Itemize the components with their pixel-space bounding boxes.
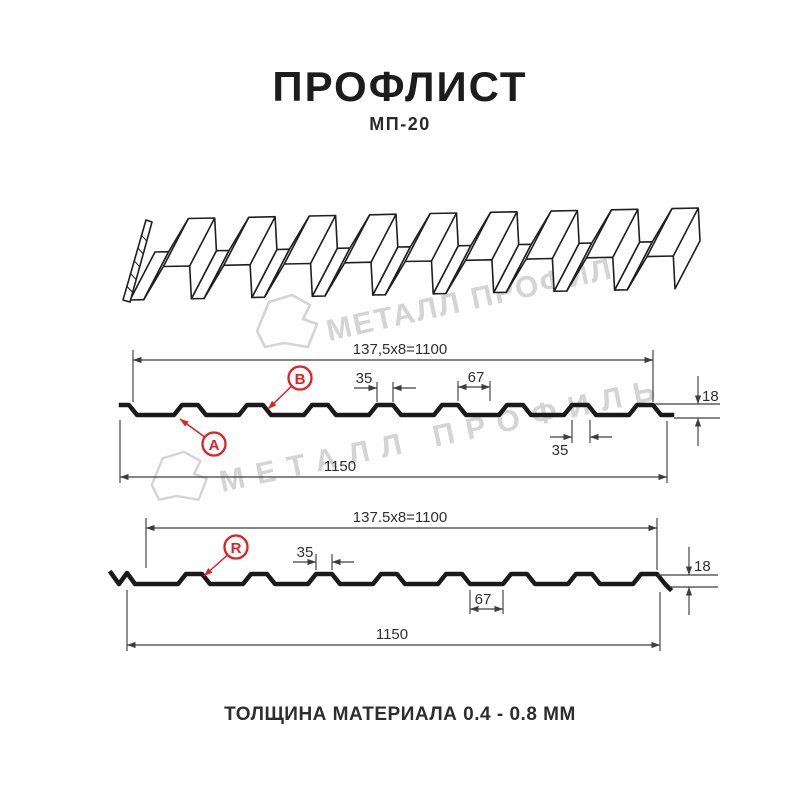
dimension-lines (126, 518, 718, 651)
page-subtitle: МП-20 (369, 114, 431, 134)
watermark: МЕТАЛЛ ПРОФИЛЬ (150, 372, 670, 501)
dim-crest-width-bottom-label: 35 (552, 442, 569, 459)
dim-crest-spacing-label: 67 (468, 369, 485, 386)
dim-total-width-label: 1150 (324, 458, 356, 475)
marker-b-letter: B (295, 371, 306, 388)
profile-outline (107, 569, 674, 593)
marker-a-letter: A (209, 437, 220, 454)
section-view-bottom: 137.5x8=1100 1150 35 67 18 R (107, 509, 718, 651)
marker-a-circle (201, 431, 227, 457)
marker-leaders (179, 385, 293, 438)
dim-crest-width-label: 35 (356, 370, 373, 387)
metall-profil-logo-icon (255, 293, 319, 349)
dim-height-label: 18 (702, 388, 719, 405)
section-view-top: 137,5x8=1100 1150 35 67 18 35 B A (118, 341, 720, 483)
dim-total-width-label: 1150 (376, 626, 408, 643)
dim-working-width-label: 137.5x8=1100 (353, 509, 447, 526)
profile-outline (118, 402, 675, 418)
dim-crest-width-label: 35 (297, 544, 314, 561)
marker-r-letter: R (231, 540, 242, 557)
dim-height-label: 18 (694, 558, 711, 575)
marker-b-circle (287, 365, 313, 391)
page-title: ПРОФЛИСТ (272, 63, 528, 110)
profile-3d-view (122, 207, 701, 303)
metall-profil-logo-icon (150, 450, 209, 501)
dimension-lines (119, 350, 720, 483)
marker-leaders (203, 554, 228, 577)
marker-r-circle (223, 534, 249, 560)
dim-valley-width-label: 67 (475, 591, 492, 608)
dim-working-width-label: 137,5x8=1100 (353, 341, 447, 358)
watermark-text: МЕТАЛЛ ПРОФИЛЬ (217, 372, 670, 499)
material-note: ТОЛЩИНА МАТЕРИАЛА 0.4 - 0.8 ММ (224, 704, 576, 725)
